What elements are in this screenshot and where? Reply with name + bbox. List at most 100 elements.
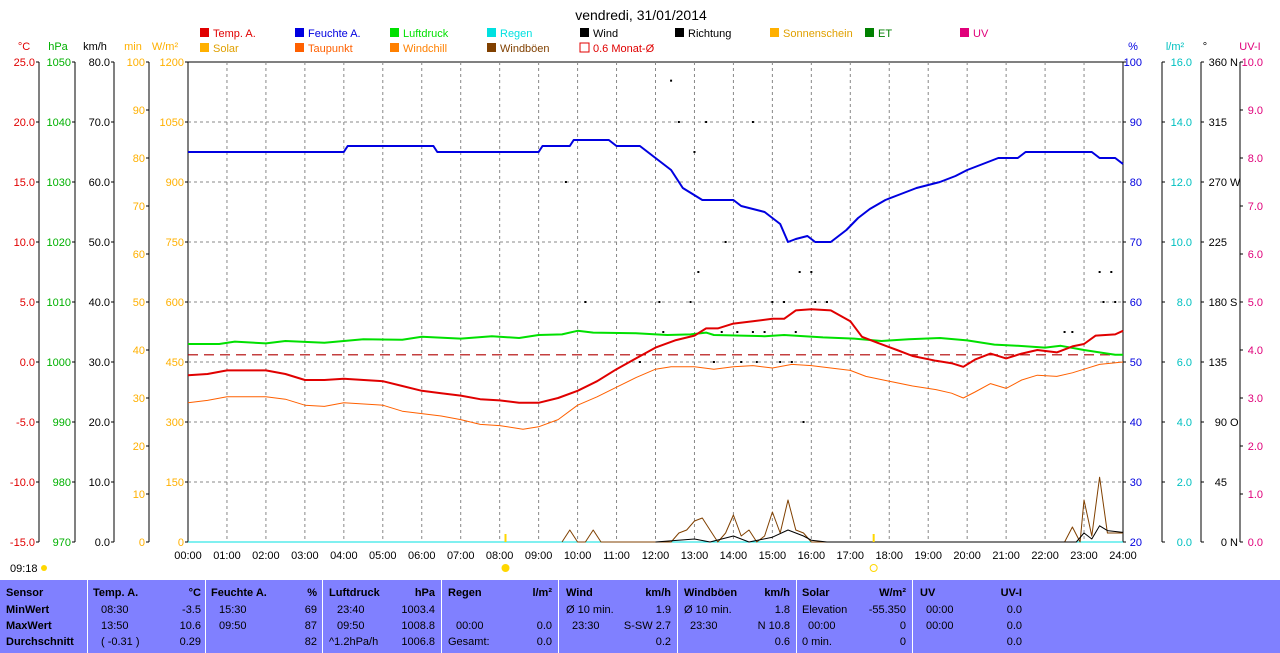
legend-swatch: [295, 43, 304, 52]
legend-label: Solar: [213, 43, 239, 55]
stats-solar-unit: W/m²: [879, 587, 906, 599]
wind-direction-point: [763, 331, 766, 333]
chart-plot-area: [187, 79, 1124, 572]
stats-uv-avg: 0.0: [1006, 636, 1022, 648]
legend-label: Taupunkt: [308, 43, 353, 55]
axis-tick-label: 5.0: [1248, 297, 1263, 309]
stats-solar-max: 0: [899, 620, 906, 632]
wind-direction-point: [1063, 331, 1066, 333]
stats-rain-max: 0.0: [536, 620, 552, 632]
wind-direction-point: [712, 361, 715, 363]
stats-wind-avg10: 1.9: [655, 604, 671, 616]
stats-wind-max: S-SW 2.7: [623, 620, 671, 632]
axis-dir-letter: N: [1230, 537, 1238, 549]
stats-hum-col: Feuchte A. % 15:30 69 09:50 87 82: [211, 580, 317, 653]
axis-tick-label: 20: [1130, 537, 1142, 549]
axis-tick-label: 990: [53, 417, 71, 429]
axis-tick-label: 315: [1209, 117, 1227, 129]
stats-gust-max: N 10.8: [757, 620, 790, 632]
wind-direction-point: [740, 361, 743, 363]
legend-label: Regen: [500, 28, 532, 40]
stats-uv-header: UV: [920, 587, 936, 599]
x-tick-label: 15:00: [759, 550, 787, 562]
legend-swatch: [487, 43, 496, 52]
axis-tick-label: 50.0: [89, 237, 110, 249]
axis-tick-label: 45: [1215, 477, 1227, 489]
axis-tick-label: 0: [178, 537, 184, 549]
x-tick-label: 07:00: [447, 550, 475, 562]
legend-swatch: [675, 28, 684, 37]
stats-temp-avg-note: ( -0.31 ): [101, 636, 140, 648]
wind-direction-point: [814, 301, 817, 303]
legend-item: Windböen: [487, 43, 550, 55]
wind-direction-point: [724, 241, 727, 243]
axis-tick-label: 8.0: [1177, 297, 1192, 309]
axis-tick-label: 10.0: [1242, 57, 1263, 69]
stats-uv-min-time: 00:00: [926, 604, 954, 616]
axis-tick-label: 60: [133, 249, 145, 261]
stats-temp-avg: 0.29: [179, 636, 201, 648]
legend-item: Taupunkt: [295, 43, 353, 55]
chart-grid: 00:00 01:00 02:00 03:00 04:00 05:00 06:00 07:00…: [174, 61, 1137, 562]
axis-unit-solar: W/m²: [152, 41, 179, 53]
axis-tick-label: 25.0: [14, 57, 35, 69]
axis-tick-label: 100: [1124, 57, 1142, 69]
legend-item: ET: [865, 28, 892, 40]
x-tick-label: 01:00: [213, 550, 241, 562]
legend-swatch: [770, 28, 779, 37]
stats-press-col: Luftdruck hPa 23:40 1003.4 09:50 1008.8 …: [329, 580, 435, 653]
legend-item: Solar: [200, 43, 239, 55]
wind-direction-point: [810, 271, 813, 273]
x-tick-label: 11:00: [603, 550, 630, 562]
axis-tick-label: 0.0: [20, 357, 35, 369]
stats-gust-unit: km/h: [764, 587, 790, 599]
stats-sensor-header: Sensor: [6, 587, 44, 599]
axis-tick-label: -15.0: [10, 537, 35, 549]
stats-solar-elev-label: Elevation: [802, 604, 848, 616]
x-tick-label: 06:00: [408, 550, 436, 562]
series-line-Feuchte A.: [188, 139, 1124, 243]
axis-tick-label: 270: [1209, 177, 1227, 189]
legend-swatch: [390, 43, 399, 52]
legend-label: Windböen: [500, 43, 550, 55]
axis-tick-label: 225: [1209, 237, 1227, 249]
stats-rain-max-time: 00:00: [456, 620, 484, 632]
axis-tick-label: 750: [166, 237, 184, 249]
stats-uv-max-time: 00:00: [926, 620, 954, 632]
legend-label: Temp. A.: [213, 28, 256, 40]
stats-solar-elev: -55.350: [868, 604, 906, 616]
axis-tick-label: 1040: [47, 117, 71, 129]
axis-tick-label: 10.0: [14, 237, 35, 249]
axis-tick-label: 10: [133, 489, 145, 501]
stats-temp-min: -3.5: [182, 604, 201, 616]
x-tick-label: 21:00: [992, 550, 1020, 562]
axis-tick-label: 60.0: [89, 177, 110, 189]
axis-tick-label: 1020: [47, 237, 71, 249]
axis-tick-label: 16.0: [1171, 57, 1192, 69]
stats-wind-col: Wind km/h Ø 10 min. 1.9 23:30 S-SW 2.7 0…: [566, 580, 671, 653]
axis-tick-label: 30: [133, 393, 145, 405]
axis-tick-label: 14.0: [1171, 117, 1192, 129]
wind-direction-point: [658, 301, 661, 303]
x-tick-label: 08:00: [486, 550, 514, 562]
axis-tick-label: 1030: [47, 177, 71, 189]
chart-title: vendredi, 31/01/2014: [575, 7, 707, 23]
stats-uv-unit: UV-I: [1000, 587, 1022, 599]
axis-tick-label: 135: [1209, 357, 1227, 369]
legend-label: 0.6 Monat-Ø: [593, 43, 655, 55]
axis-tick-label: 180: [1209, 297, 1227, 309]
wind-direction-point: [705, 121, 708, 123]
axis-tick-label: 80: [1130, 177, 1142, 189]
stats-hum-max-time: 09:50: [219, 620, 247, 632]
axis-tick-label: 1000: [47, 357, 71, 369]
axis-solar: W/m² 1200 1050 900 750 600 450 300 150 0: [152, 41, 189, 549]
axis-tick-label: 3.0: [1248, 393, 1263, 405]
wind-direction-point: [790, 361, 793, 363]
sun-icon: [41, 565, 47, 571]
axis-tick-label: 40.0: [89, 297, 110, 309]
legend-swatch: [390, 28, 399, 37]
legend-item: Sonnenschein: [770, 28, 853, 40]
legend-swatch: [200, 43, 209, 52]
axis-tick-label: 12.0: [1171, 177, 1192, 189]
stats-uv-col: UV UV-I 00:00 0.0 00:00 0.0 0.0: [920, 580, 1022, 653]
